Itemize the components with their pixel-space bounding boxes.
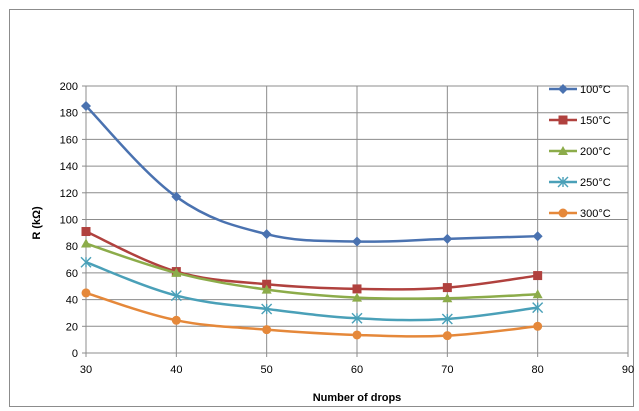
legend-item: 200°C [549,146,611,158]
y-tick-label: 200 [60,81,78,93]
series-group [80,101,544,341]
legend-marker [558,115,568,125]
y-axis-ticks: 0 20 40 60 80 100 120 140 160 180 200 [60,81,86,360]
y-tick-label: 180 [60,108,78,120]
data-point [171,191,182,202]
data-point [81,101,91,112]
series-4 [81,288,543,341]
data-point [532,302,544,314]
data-point [442,233,453,244]
series-line [85,261,538,322]
y-tick-label: 160 [60,134,78,146]
legend-item: 100°C [549,84,611,96]
data-point [262,325,272,335]
data-point [532,231,543,242]
data-point [352,330,362,340]
data-point [442,293,453,303]
data-point [533,271,543,281]
legend-marker [558,208,568,218]
data-point [170,290,182,302]
legend-label: 250°C [580,177,611,189]
data-point [171,315,181,325]
series-0 [81,101,543,247]
data-point [80,256,92,268]
legend-item: 150°C [549,115,611,127]
x-tick-label: 70 [441,364,453,376]
data-point [442,331,452,341]
legend-label: 300°C [580,208,611,220]
data-point [533,321,543,331]
data-point [262,279,272,289]
data-point [352,236,362,247]
data-point [352,292,362,302]
legend-item: 300°C [549,208,611,220]
data-point [442,283,452,293]
legend-marker [558,146,568,155]
data-point [441,313,453,325]
legend-label: 150°C [580,115,611,127]
data-point [81,288,91,298]
legend: 100°C 150°C 200°C 250°C 300°C [549,84,611,220]
x-tick-label: 30 [80,364,92,376]
data-point [261,303,273,315]
legend-marker [558,84,568,94]
gridlines [85,85,629,354]
data-point [171,267,182,277]
legend-item: 250°C [549,176,611,189]
y-tick-label: 80 [66,241,78,253]
y-tick-label: 60 [66,268,78,280]
x-tick-label: 60 [351,364,363,376]
data-point [261,284,272,294]
series-2 [81,238,543,303]
chart-frame [9,9,634,407]
y-tick-label: 140 [60,161,78,173]
data-point [351,312,363,324]
y-tick-label: 20 [66,321,78,333]
data-point [81,227,91,237]
series-line [85,230,538,291]
series-line [85,291,538,338]
y-tick-label: 120 [60,188,78,200]
x-tick-label: 90 [622,364,634,376]
x-axis-ticks: 30 40 50 60 70 80 90 [80,353,634,376]
series-line [85,105,538,243]
x-tick-label: 40 [170,364,182,376]
data-point [352,284,362,294]
series-3 [80,256,544,325]
x-tick-label: 80 [532,364,544,376]
y-tick-label: 100 [60,215,78,227]
x-tick-label: 50 [261,364,273,376]
data-point [532,289,543,299]
legend-label: 100°C [580,84,611,96]
series-line [85,242,538,300]
data-point [81,238,91,248]
y-tick-label: 40 [66,295,78,307]
y-tick-label: 0 [72,348,78,360]
y-axis-title: R (kΩ) [31,206,43,240]
legend-label: 200°C [580,146,611,158]
legend-marker [557,176,569,188]
data-point [261,229,272,240]
x-axis-title: Number of drops [313,392,402,404]
